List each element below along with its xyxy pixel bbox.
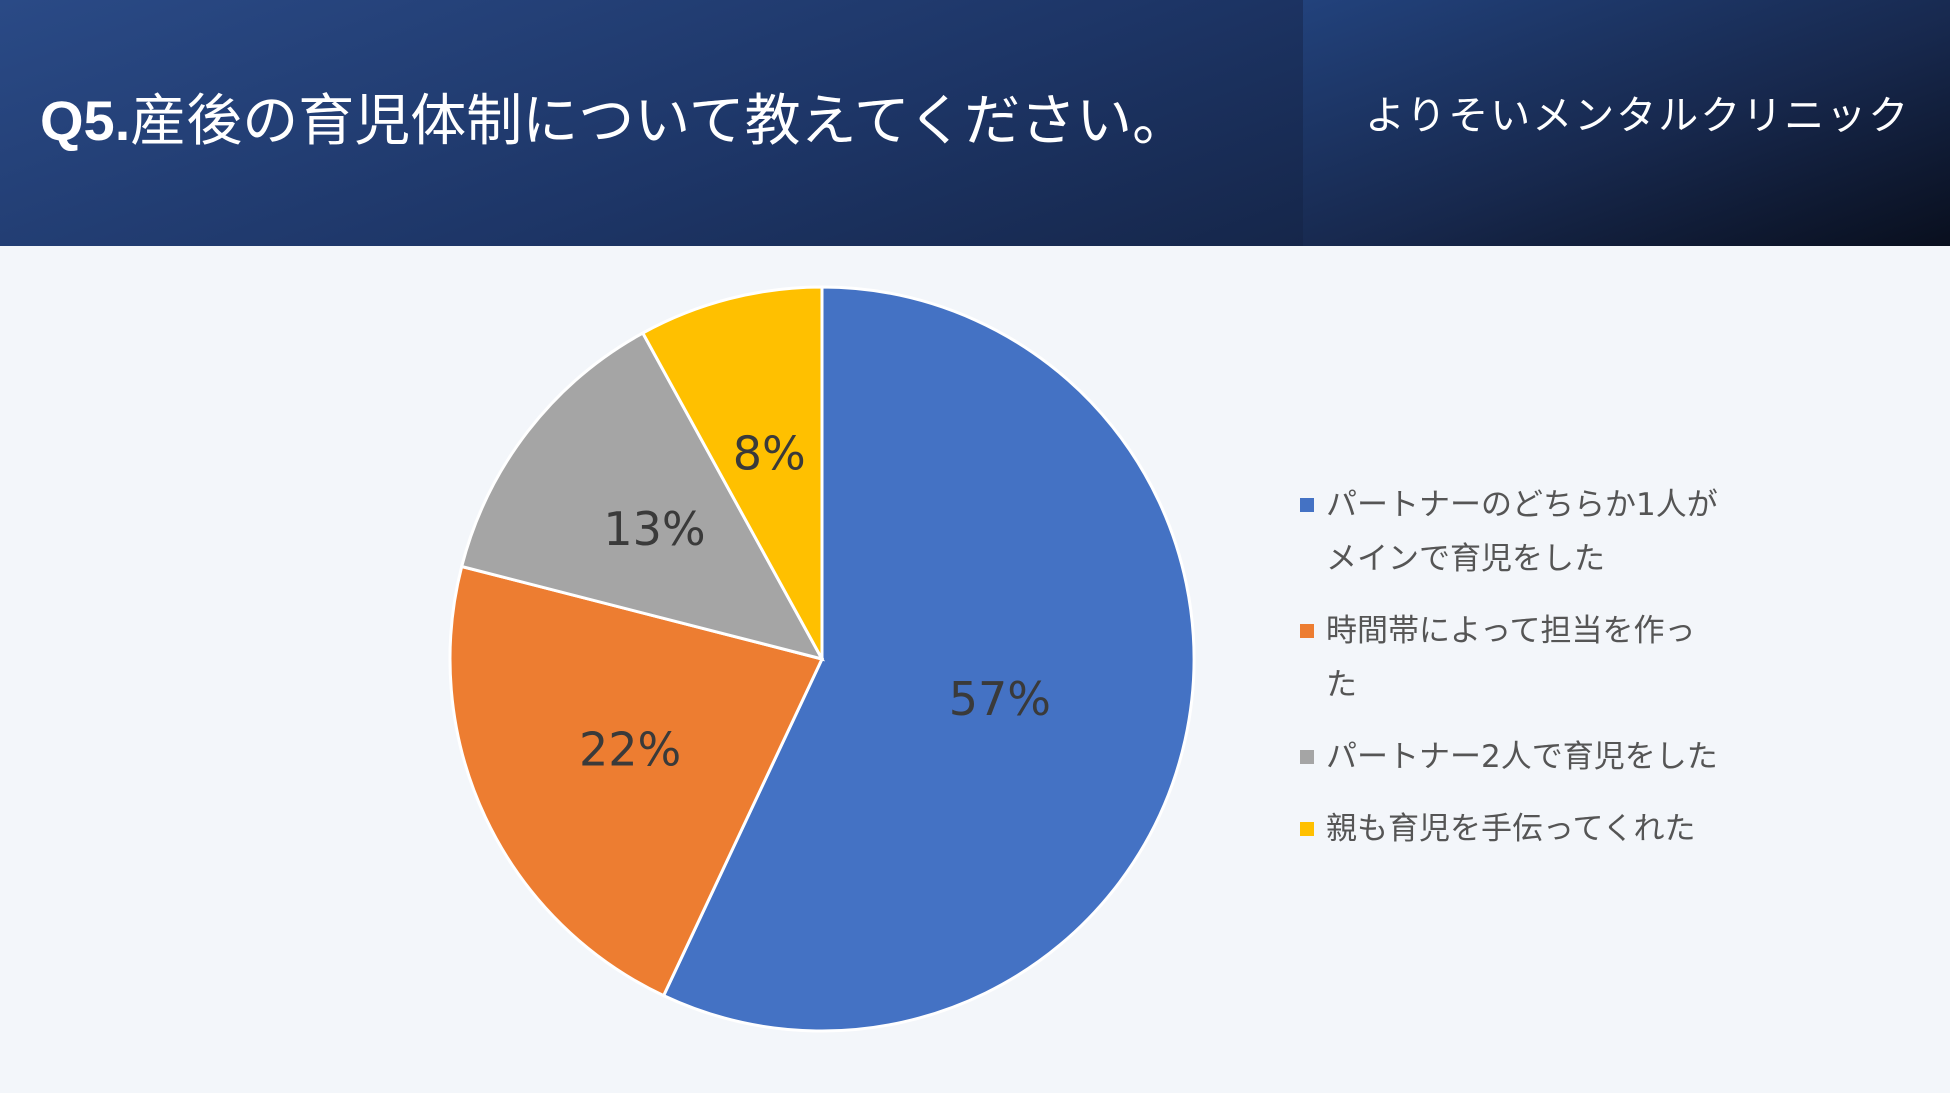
page-title: Q5.産後の育児体制について教えてください。 xyxy=(40,86,1188,157)
legend-item: 時間帯によって担当を作った xyxy=(1300,604,1720,712)
legend-label: 時間帯によって担当を作った xyxy=(1326,613,1696,703)
pie-slice xyxy=(459,330,825,662)
legend-label: パートナーのどちらか1人がメインで育児をした xyxy=(1326,487,1718,577)
legend-swatch xyxy=(1300,750,1314,764)
pie-slice-label: 57% xyxy=(949,672,1051,726)
question-text: 産後の育児体制について教えてください。 xyxy=(130,89,1189,154)
legend-label: 親も育児を手伝ってくれた xyxy=(1326,811,1696,847)
pie-slice xyxy=(640,285,824,660)
legend-item: 親も育児を手伝ってくれた xyxy=(1300,802,1720,856)
slide-header: Q5.産後の育児体制について教えてください。 よりそいメンタルクリニック xyxy=(0,0,1950,246)
pie-slice-label: 13% xyxy=(603,502,705,556)
legend-label: パートナー2人で育児をした xyxy=(1326,739,1718,775)
pie-slices xyxy=(448,285,1196,1033)
pie-slice-label: 22% xyxy=(579,722,681,776)
chart-legend: パートナーのどちらか1人がメインで育児をした 時間帯によって担当を作ったパートナー… xyxy=(1300,478,1720,874)
legend-item: パートナーのどちらか1人がメインで育児をした xyxy=(1300,478,1720,586)
header-right-panel xyxy=(1303,0,1950,246)
legend-swatch xyxy=(1300,498,1314,512)
legend-swatch xyxy=(1300,822,1314,836)
pie-slice xyxy=(661,285,1196,1033)
clinic-name: よりそいメンタルクリニック xyxy=(1365,93,1911,139)
legend-item: パートナー2人で育児をした xyxy=(1300,730,1720,784)
pie-labels: 57% 22% 13% 8% xyxy=(579,427,1051,777)
pie-slice xyxy=(448,564,825,998)
question-number: Q5. xyxy=(40,89,131,152)
pie-slice-label: 8% xyxy=(733,427,806,481)
legend-swatch xyxy=(1300,624,1314,638)
pie-chart: 57% 22% 13% 8% xyxy=(448,285,1196,1033)
